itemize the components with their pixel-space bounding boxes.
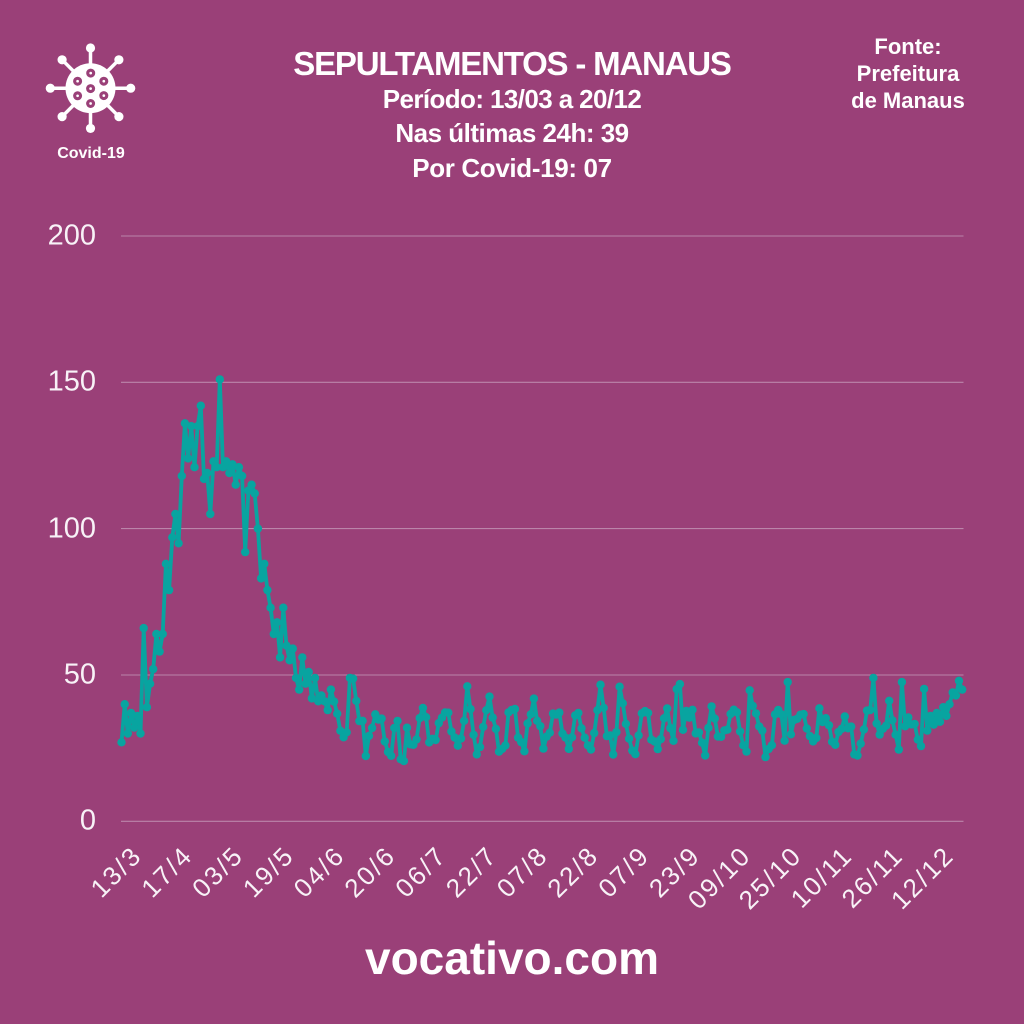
svg-text:19/5: 19/5 <box>237 840 300 903</box>
svg-text:22/7: 22/7 <box>440 840 503 903</box>
svg-text:22/8: 22/8 <box>541 840 604 903</box>
svg-text:20/6: 20/6 <box>338 840 401 903</box>
svg-text:07/8: 07/8 <box>491 840 554 903</box>
svg-text:04/6: 04/6 <box>288 840 351 903</box>
svg-text:17/4: 17/4 <box>135 840 198 903</box>
svg-text:13/3: 13/3 <box>85 840 148 903</box>
svg-text:03/5: 03/5 <box>186 840 249 903</box>
svg-text:07/9: 07/9 <box>592 840 655 903</box>
svg-text:06/7: 06/7 <box>389 840 452 903</box>
